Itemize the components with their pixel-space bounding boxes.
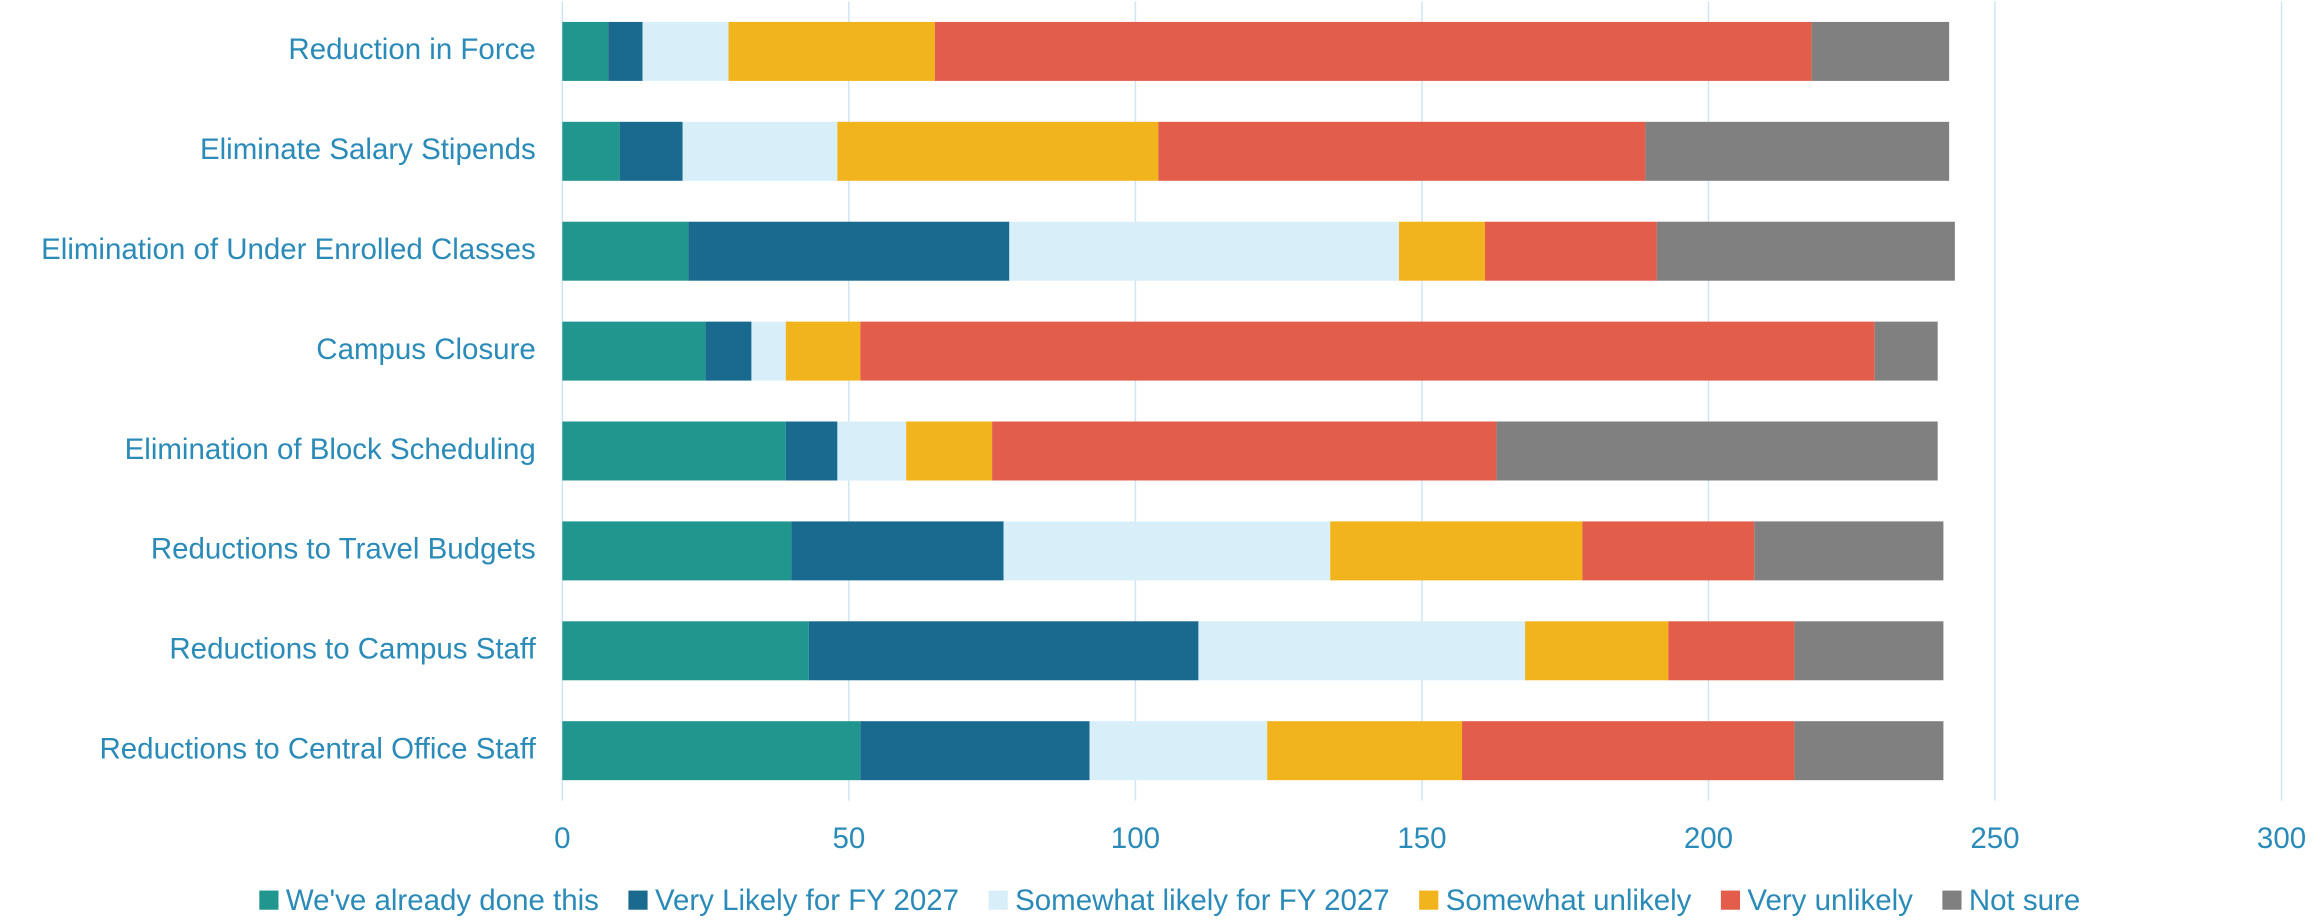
bar-segment <box>1754 521 1944 581</box>
bar-segment <box>562 521 792 581</box>
y-tick-label: Elimination of Block Scheduling <box>125 433 536 466</box>
bar-segment <box>860 321 1875 381</box>
bar-segment <box>934 21 1812 81</box>
bar-segment <box>992 421 1497 481</box>
legend-swatch <box>1419 890 1439 910</box>
bar-segment <box>562 421 786 481</box>
bar-segment <box>837 421 907 481</box>
bar-segment <box>1794 721 1944 781</box>
bar-segment <box>562 321 706 381</box>
legend-swatch <box>988 890 1008 910</box>
legend-label: Somewhat likely for FY 2027 <box>1015 884 1390 917</box>
bar-segment <box>751 321 786 381</box>
bar-segment <box>1399 221 1485 281</box>
y-tick-label: Reduction in Force <box>288 33 535 66</box>
y-tick-label: Reductions to Campus Staff <box>169 633 536 666</box>
bar-segment <box>785 321 861 381</box>
bar-segment <box>562 721 861 781</box>
bar-segment <box>705 321 752 381</box>
bar-segment <box>791 521 1004 581</box>
bar-segment <box>562 121 620 181</box>
bar-segment <box>837 121 1159 181</box>
y-tick-label: Campus Closure <box>316 333 535 366</box>
bar-segment <box>1462 721 1795 781</box>
bar-segment <box>682 121 838 181</box>
bar-segment <box>562 221 689 281</box>
bar-segment <box>808 621 1199 681</box>
bar-segment <box>860 721 1090 781</box>
bar-segment <box>1089 721 1268 781</box>
bar-segment <box>1525 621 1669 681</box>
bar-segment <box>1330 521 1583 581</box>
legend-label: Not sure <box>1969 884 2080 917</box>
x-tick-label: 300 <box>2257 822 2306 855</box>
legend-swatch <box>1720 890 1741 910</box>
x-tick-label: 250 <box>1970 822 2019 855</box>
bar-segment <box>1668 621 1795 681</box>
bar-segment <box>785 421 838 481</box>
y-tick-label: Reductions to Central Office Staff <box>100 732 537 765</box>
bar-segment <box>1811 21 1950 81</box>
legend-label: Very Likely for FY 2027 <box>655 884 959 917</box>
bar-segment <box>642 21 729 81</box>
bar-segment <box>1645 121 1950 181</box>
bar-segment <box>1656 221 1955 281</box>
legend-swatch <box>1942 890 1962 910</box>
bar-segment <box>1874 321 1938 381</box>
y-tick-label: Eliminate Salary Stipends <box>200 133 536 166</box>
x-tick-label: 200 <box>1684 822 1733 855</box>
legend-label: We've already done this <box>286 884 599 917</box>
bar-segment <box>1267 721 1463 781</box>
bar-segment <box>1198 621 1526 681</box>
y-tick-label: Reductions to Travel Budgets <box>151 533 536 566</box>
x-tick-label: 50 <box>832 822 865 855</box>
bar-segment <box>608 21 643 81</box>
legend-swatch <box>628 890 648 910</box>
legend-label: Somewhat unlikely <box>1446 884 1692 917</box>
x-tick-label: 150 <box>1397 822 1446 855</box>
legend-swatch <box>259 890 279 910</box>
x-tick-label: 100 <box>1111 822 1160 855</box>
bar-segment <box>562 21 609 81</box>
bar-segment <box>1794 621 1944 681</box>
legend-label: Very unlikely <box>1747 884 1913 917</box>
bar-segment <box>562 621 809 681</box>
y-tick-label: Elimination of Under Enrolled Classes <box>41 233 536 266</box>
bar-segment <box>1496 421 1938 481</box>
bar-segment <box>1582 521 1755 581</box>
bar-segment <box>619 121 683 181</box>
x-tick-label: 0 <box>554 822 570 855</box>
bar-segment <box>688 221 1010 281</box>
bar-segment <box>1009 221 1400 281</box>
bar-segment <box>1158 121 1646 181</box>
bar-segment <box>906 421 993 481</box>
bar-segment <box>728 21 935 81</box>
bar-segment <box>1003 521 1331 581</box>
bar-segment <box>1484 221 1657 281</box>
